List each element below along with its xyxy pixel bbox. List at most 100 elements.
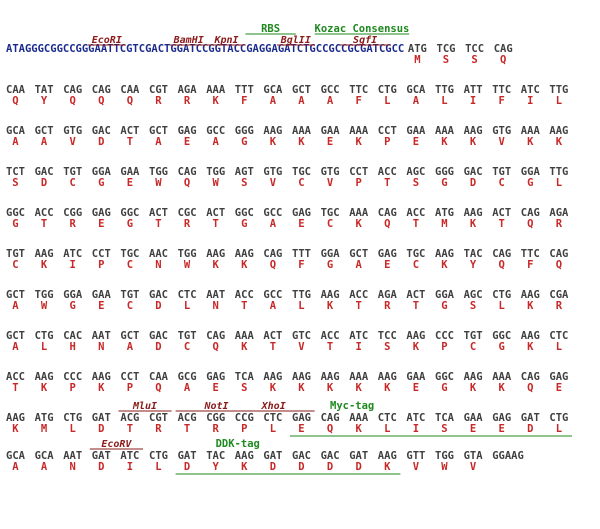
amino-acid: I [356,341,362,353]
amino-acid: K [213,95,220,107]
codon: TCC [465,43,484,55]
codon: AAG [6,412,25,424]
restriction-site-noti-label: NotI [203,401,228,412]
amino-acid: K [384,461,391,473]
codon: ACC [6,371,25,383]
codon: GAG [378,248,397,260]
codon: AAG [35,371,54,383]
codon: GGA [435,289,455,301]
amino-acid: S [471,54,477,66]
amino-acid: L [384,423,390,435]
codon: ATG [435,207,454,219]
amino-acid: Y [41,95,48,107]
amino-acid: R [556,218,563,230]
codon: CTC [378,412,397,424]
amino-acid: K [556,136,563,148]
codon: GAA [406,371,426,383]
codon: ACC [235,289,254,301]
amino-acid: Q [127,95,133,107]
codon: TAT [35,84,54,96]
amino-acid: K [527,300,534,312]
codon: TCG [437,43,456,55]
amino-acid: G [241,136,247,148]
amino-acid: I [470,95,476,107]
amino-acid: L [556,423,562,435]
codon: CAG [494,43,513,55]
codon: TCA [435,412,455,424]
amino-acid: K [41,382,48,394]
restriction-site-ecori-label: EcoRI [92,35,122,46]
codon: TGG [206,166,225,178]
amino-acid: K [270,382,277,394]
amino-acid: K [527,136,534,148]
codon: ACC [406,207,425,219]
amino-acid: W [441,461,448,473]
amino-acid: D [98,423,104,435]
amino-acid: T [241,300,247,312]
amino-acid: D [155,300,161,312]
codon: GTG [263,166,282,178]
codon: CTG [378,84,397,96]
codon: CGC [178,207,197,219]
codon: CGT [149,412,168,424]
amino-acid: T [499,218,505,230]
amino-acid: C [70,177,76,189]
codon: AAG [206,248,225,260]
codon: CCG [235,412,254,424]
amino-acid: K [327,300,334,312]
codon: GAC [35,166,54,178]
codon: TTG [292,289,311,301]
codon: AAG [378,450,397,462]
codon: CAG [492,248,511,260]
amino-acid: E [298,218,304,230]
amino-acid: Q [213,341,219,353]
codon: GAA [120,166,140,178]
codon: ACG [120,412,139,424]
codon: AAG [235,450,254,462]
amino-acid: K [527,341,534,353]
amino-acid: E [470,423,476,435]
codon: AAA [349,207,369,219]
codon: ATC [521,84,540,96]
codon: ACT [206,207,225,219]
codon: CAA [120,84,140,96]
codon: GGA [321,248,341,260]
amino-acid: L [441,95,447,107]
amino-acid: E [184,136,190,148]
amino-acid: L [270,423,276,435]
codon: GCC [206,125,225,137]
amino-acid: A [327,95,334,107]
amino-acid: L [41,341,47,353]
codon: TGG [35,289,54,301]
amino-acid: A [12,300,19,312]
codon: AAA [206,84,226,96]
amino-acid: T [127,136,133,148]
amino-acid: S [413,177,419,189]
codon: GCT [120,330,139,342]
codon: GAT [263,450,282,462]
amino-acid: V [70,136,77,148]
codon: CAA [6,84,26,96]
amino-acid: C [127,259,133,271]
codon: GAG [549,371,568,383]
codon: AAG [321,371,340,383]
codon: CTG [492,289,511,301]
codon: TTG [549,166,568,178]
codon: CAA [149,371,169,383]
amino-acid: E [127,177,133,189]
amino-acid: H [70,341,76,353]
codon: TGC [406,248,425,260]
amino-acid: K [270,136,277,148]
codon: GGA [92,166,112,178]
amino-acid: Q [556,259,562,271]
codon: AAG [292,371,311,383]
codon: CCT [92,248,111,260]
amino-acid: Y [213,461,220,473]
amino-acid: W [155,177,162,189]
amino-acid: I [413,423,419,435]
codon: TTC [349,84,368,96]
codon: AAG [321,289,340,301]
codon: CTC [178,289,197,301]
codon: TGG [178,248,197,260]
